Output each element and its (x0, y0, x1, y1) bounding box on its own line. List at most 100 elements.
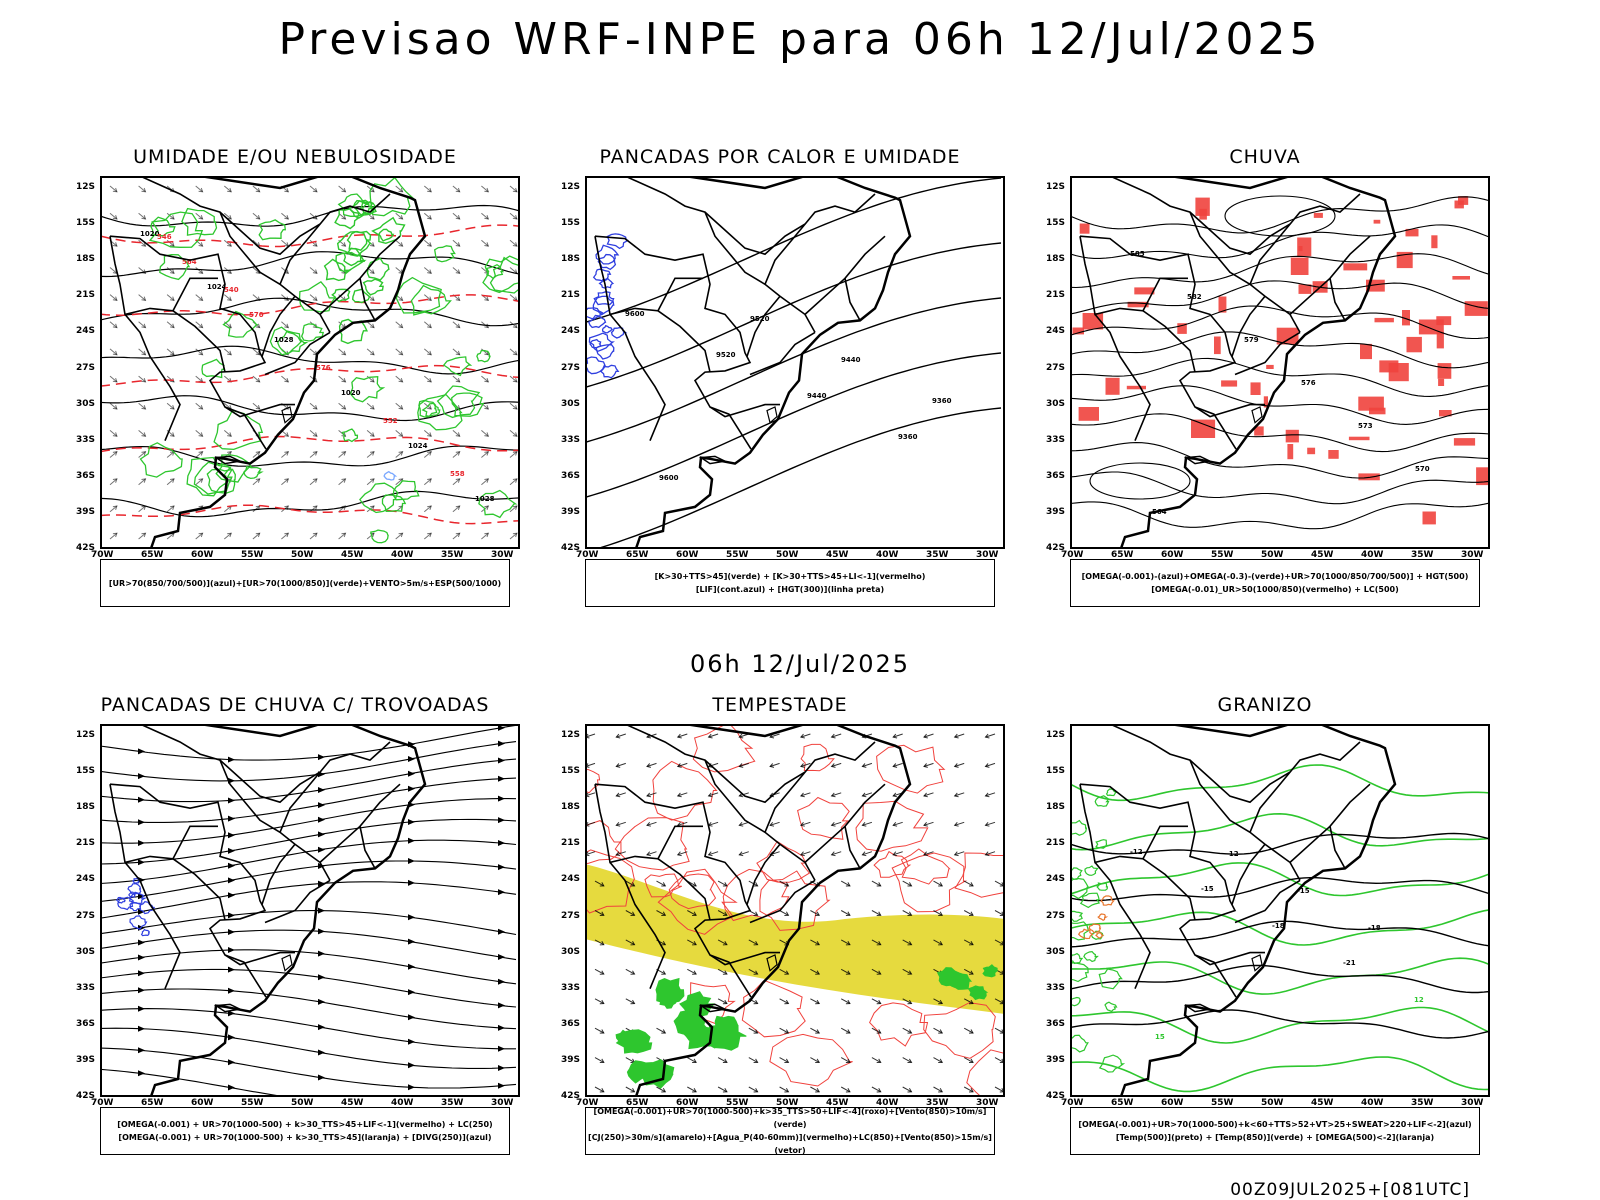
lat-tick-label: 30S (561, 398, 581, 409)
lat-tick-label: 24S (561, 326, 581, 337)
lat-tick-label: 21S (76, 838, 96, 849)
lat-tick-label: 12S (76, 182, 96, 193)
lat-tick-label: 15S (561, 218, 581, 229)
lon-tick-label: 40W (1361, 1098, 1384, 1108)
map-plot: 9600 9520 9440 9360 9600 9520 9440 9360 (585, 176, 1005, 549)
map-frame (585, 724, 1005, 1097)
lat-tick-label: 39S (561, 1054, 581, 1065)
lat-tick-label: 27S (561, 362, 581, 373)
lat-tick-label: 42S (76, 543, 96, 553)
lon-tick-label: 60W (191, 550, 214, 560)
legend-line: [OMEGA(-0.001) + UR>70(1000-500) + k>30_… (117, 1120, 493, 1129)
lat-tick-label: 30S (1046, 946, 1066, 957)
lon-tick-label: 50W (291, 550, 314, 560)
lon-tick-label: 50W (1261, 550, 1284, 560)
lon-tick-label: 60W (676, 1098, 699, 1108)
map-frame: 585 582 579 576 573 570 564 (1070, 176, 1490, 549)
lat-tick-label: 12S (1046, 182, 1066, 193)
lon-tick-label: 40W (391, 550, 414, 560)
lon-tick-label: 65W (626, 1098, 649, 1108)
map-plot (585, 724, 1005, 1097)
panel-tempestade: TEMPESTADE [OMEGA(-0.001)+UR>70(1000-500… (561, 694, 1005, 1174)
lat-tick-label: 36S (561, 470, 581, 481)
contour-label: 9600 (625, 310, 645, 318)
contour-label: 1024 (207, 283, 227, 291)
lat-tick-label: 15S (76, 766, 96, 777)
lat-tick-label: 15S (1046, 218, 1066, 229)
lat-tick-label: 36S (76, 470, 96, 481)
lon-tick-label: 55W (726, 550, 749, 560)
contour-label: -18 (1368, 924, 1381, 932)
lon-tick-label: 45W (826, 550, 849, 560)
lat-tick-label: 39S (76, 1054, 96, 1065)
lat-tick-label: 18S (1046, 254, 1066, 265)
contour-label: 570 (1415, 465, 1430, 473)
contour-label: 1028 (475, 495, 495, 503)
lon-tick-label: 70W (91, 550, 114, 560)
legend-box: [OMEGA(-0.001)+UR>70(1000-500)+k<60+TTS>… (1070, 1107, 1480, 1155)
lat-tick-label: 27S (1046, 362, 1066, 373)
lon-tick-label: 65W (141, 1098, 164, 1108)
lon-tick-label: 35W (1411, 1098, 1434, 1108)
lon-tick-label: 40W (1361, 550, 1384, 560)
lon-tick-label: 40W (876, 550, 899, 560)
legend-line: [OMEGA(-0.001)+UR>70(1000-500)+k>35_TTS>… (593, 1107, 987, 1129)
lon-tick-label: 60W (1161, 1098, 1184, 1108)
lat-tick-label: 42S (76, 1091, 96, 1101)
lat-tick-label: 42S (561, 1091, 581, 1101)
map-plot: 1020 1024 1028 1020 1024 1028 564 570 576 552 558 5… (100, 176, 520, 549)
lon-tick-label: 70W (1061, 550, 1084, 560)
lat-tick-label: 18S (561, 802, 581, 813)
contour-label: -15 (1201, 885, 1214, 893)
contour-label: -18 (1272, 922, 1285, 930)
lon-tick-label: 50W (776, 1098, 799, 1108)
map-frame: -12 -15 -18 -21 12 15 -12 -15 -18 (1070, 724, 1490, 1097)
contour-label: 9520 (716, 351, 736, 359)
contour-label: -21 (1343, 959, 1356, 967)
lat-tick-label: 36S (1046, 470, 1066, 481)
legend-line: [LIF](cont.azul) + [HGT(300)](linha pret… (695, 585, 885, 594)
panel-title: CHUVA (1229, 146, 1301, 168)
lon-tick-label: 30W (1461, 550, 1484, 560)
panel-pancadas-calor: PANCADAS POR CALOR E UMIDADE 9600 9520 944… (561, 146, 1005, 626)
lat-tick-label: 21S (561, 290, 581, 301)
lon-tick-label: 55W (1211, 1098, 1234, 1108)
legend-line: [Temp(500)](preto) + [Temp(850)](verde) … (1115, 1133, 1435, 1142)
lat-tick-label: 30S (561, 946, 581, 957)
lon-tick-label: 55W (241, 550, 264, 560)
contour-label: 546 (157, 233, 172, 241)
legend-line: [UR>70(850/700/500)](azul)+[UR>70(1000/8… (108, 578, 502, 588)
contour-label: 576 (316, 364, 331, 372)
panel-title: UMIDADE E/OU NEBULOSIDADE (133, 146, 457, 168)
lat-tick-label: 33S (561, 434, 581, 445)
lat-tick-label: 33S (1046, 434, 1066, 445)
lat-tick-label: 24S (561, 874, 581, 885)
contour-label: 1024 (408, 442, 428, 450)
lon-tick-label: 35W (441, 550, 464, 560)
lat-tick-label: 12S (1046, 730, 1066, 741)
lon-tick-label: 50W (291, 1098, 314, 1108)
legend-line: [OMEGA(-0.001)+UR>70(1000-500)+k<60+TTS>… (1078, 1120, 1472, 1129)
lat-tick-label: 12S (561, 182, 581, 193)
lat-tick-label: 21S (561, 838, 581, 849)
run-info-footer: 00Z09JUL2025+[081UTC] (1230, 1180, 1470, 1200)
legend-box: [UR>70(850/700/500)](azul)+[UR>70(1000/8… (100, 559, 510, 607)
lat-tick-label: 33S (1046, 982, 1066, 993)
map-frame (100, 724, 520, 1097)
contour-label: -12 (1226, 850, 1239, 858)
contour-label: 9440 (841, 356, 861, 364)
lon-tick-label: 45W (1311, 1098, 1334, 1108)
lon-tick-label: 70W (576, 1098, 599, 1108)
contour-label: 1028 (274, 336, 294, 344)
contour-label: 9360 (932, 397, 952, 405)
lon-tick-label: 50W (1261, 1098, 1284, 1108)
lat-tick-label: 39S (76, 506, 96, 517)
lon-tick-label: 30W (491, 550, 514, 560)
lat-tick-label: 21S (1046, 838, 1066, 849)
lon-tick-label: 70W (91, 1098, 114, 1108)
mid-date-label: 06h 12/Jul/2025 (689, 650, 911, 678)
contour-label: 582 (1187, 293, 1202, 301)
contour-label: 9600 (659, 474, 679, 482)
page-title: Previsao WRF-INPE para 06h 12/Jul/2025 (278, 14, 1322, 65)
